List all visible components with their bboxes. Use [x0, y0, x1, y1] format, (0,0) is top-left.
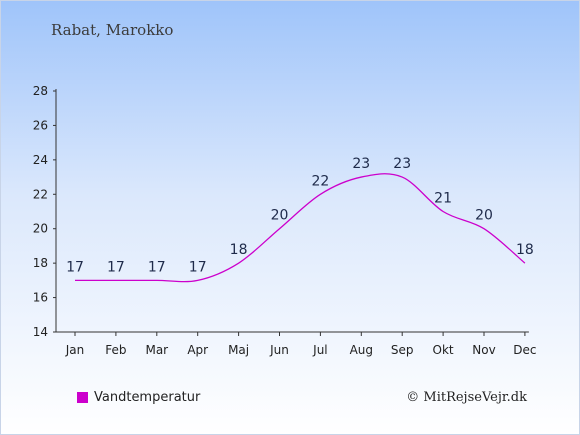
y-tick-label: 16 [33, 291, 48, 305]
legend-label: Vandtemperatur [94, 390, 201, 405]
data-label: 20 [475, 208, 493, 224]
data-label: 23 [393, 156, 411, 172]
y-tick-label: 28 [33, 84, 48, 98]
data-label: 17 [189, 259, 207, 275]
y-tick-label: 14 [33, 325, 48, 339]
x-tick-label: Okt [433, 343, 454, 357]
data-label: 17 [107, 259, 125, 275]
legend-swatch [77, 392, 88, 403]
data-label: 21 [434, 191, 452, 207]
x-tick-label: Jun [269, 343, 289, 357]
data-label: 18 [230, 242, 248, 258]
y-tick-label: 26 [33, 118, 48, 132]
y-tick-label: 20 [33, 222, 48, 236]
x-tick-label: Sep [391, 343, 414, 357]
chart-title: Rabat, Marokko [51, 21, 174, 39]
y-tick-label: 18 [33, 256, 48, 270]
x-axis-ticks: Jan Feb Mar Apr Maj Jun Jul Aug Sep Okt Nov Dec [65, 332, 537, 357]
legend: Vandtemperatur [77, 390, 200, 405]
site-credit: © MitRejseVejr.dk [406, 390, 527, 405]
data-label: 17 [148, 259, 166, 275]
data-label: 18 [516, 242, 534, 258]
x-tick-label: Maj [228, 343, 249, 357]
data-labels: 17 17 17 17 18 20 22 23 23 21 20 18 [66, 156, 534, 275]
series-line-vandtemperatur [74, 173, 526, 283]
x-tick-label: Mar [145, 343, 168, 357]
y-axis-ticks: 14 16 18 20 22 24 26 28 [33, 84, 56, 339]
x-tick-label: Jul [312, 343, 327, 357]
data-label: 22 [311, 173, 329, 189]
data-label: 23 [352, 156, 370, 172]
data-label: 20 [271, 208, 289, 224]
x-tick-label: Apr [187, 343, 208, 357]
x-tick-label: Aug [350, 343, 373, 357]
y-tick-label: 22 [33, 187, 48, 201]
y-tick-label: 24 [33, 153, 48, 167]
axes [55, 89, 529, 333]
x-tick-label: Jan [65, 343, 85, 357]
x-tick-label: Nov [472, 343, 495, 357]
data-label: 17 [66, 259, 84, 275]
x-tick-label: Feb [105, 343, 126, 357]
x-tick-label: Dec [513, 343, 536, 357]
